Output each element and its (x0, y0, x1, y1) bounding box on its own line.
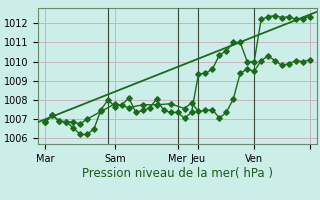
X-axis label: Pression niveau de la mer( hPa ): Pression niveau de la mer( hPa ) (82, 166, 273, 180)
